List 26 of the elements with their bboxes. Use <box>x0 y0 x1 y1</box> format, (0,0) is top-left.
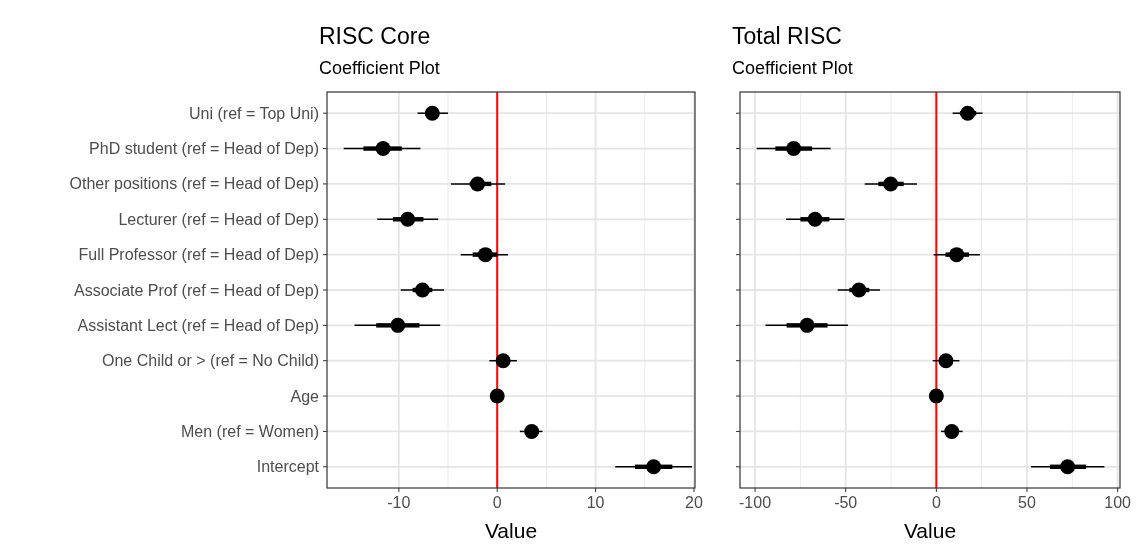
x-axis-title: Value <box>903 519 957 542</box>
x-tick-label: 0 <box>931 494 941 511</box>
x-tick-label: 20 <box>685 494 704 511</box>
x-tick-label: 0 <box>492 494 502 511</box>
y-tick-label: Intercept <box>256 458 320 476</box>
y-tick-label: Lecturer (ref = Head of Dep) <box>118 210 319 228</box>
y-tick-label: Men (ref = Women) <box>181 422 319 440</box>
x-tick-label: 100 <box>1104 494 1132 511</box>
x-tick-label: -10 <box>387 494 411 511</box>
y-tick-label: Other positions (ref = Head of Dep) <box>69 175 319 193</box>
y-tick-label: Full Professor (ref = Head of Dep) <box>78 246 319 264</box>
x-tick-label: 50 <box>1018 494 1036 511</box>
y-tick-label: Associate Prof (ref = Head of Dep) <box>74 281 319 299</box>
chart-subtitle: Coefficient Plot <box>319 58 440 78</box>
x-tick-label: -50 <box>834 494 858 511</box>
y-tick-label: Uni (ref = Top Uni) <box>189 104 319 122</box>
y-tick-label: PhD student (ref = Head of Dep) <box>89 140 319 158</box>
x-tick-label: -100 <box>739 494 772 511</box>
chart-title: Total RISC <box>732 23 842 49</box>
x-axis-title: Value <box>484 519 538 542</box>
chart-subtitle: Coefficient Plot <box>732 58 853 78</box>
y-tick-label: Assistant Lect (ref = Head of Dep) <box>77 316 319 334</box>
y-tick-label: One Child or > (ref = No Child) <box>102 352 319 370</box>
y-tick-label: Age <box>290 387 320 405</box>
chart-title: RISC Core <box>319 23 431 49</box>
x-tick-label: 10 <box>586 494 605 511</box>
